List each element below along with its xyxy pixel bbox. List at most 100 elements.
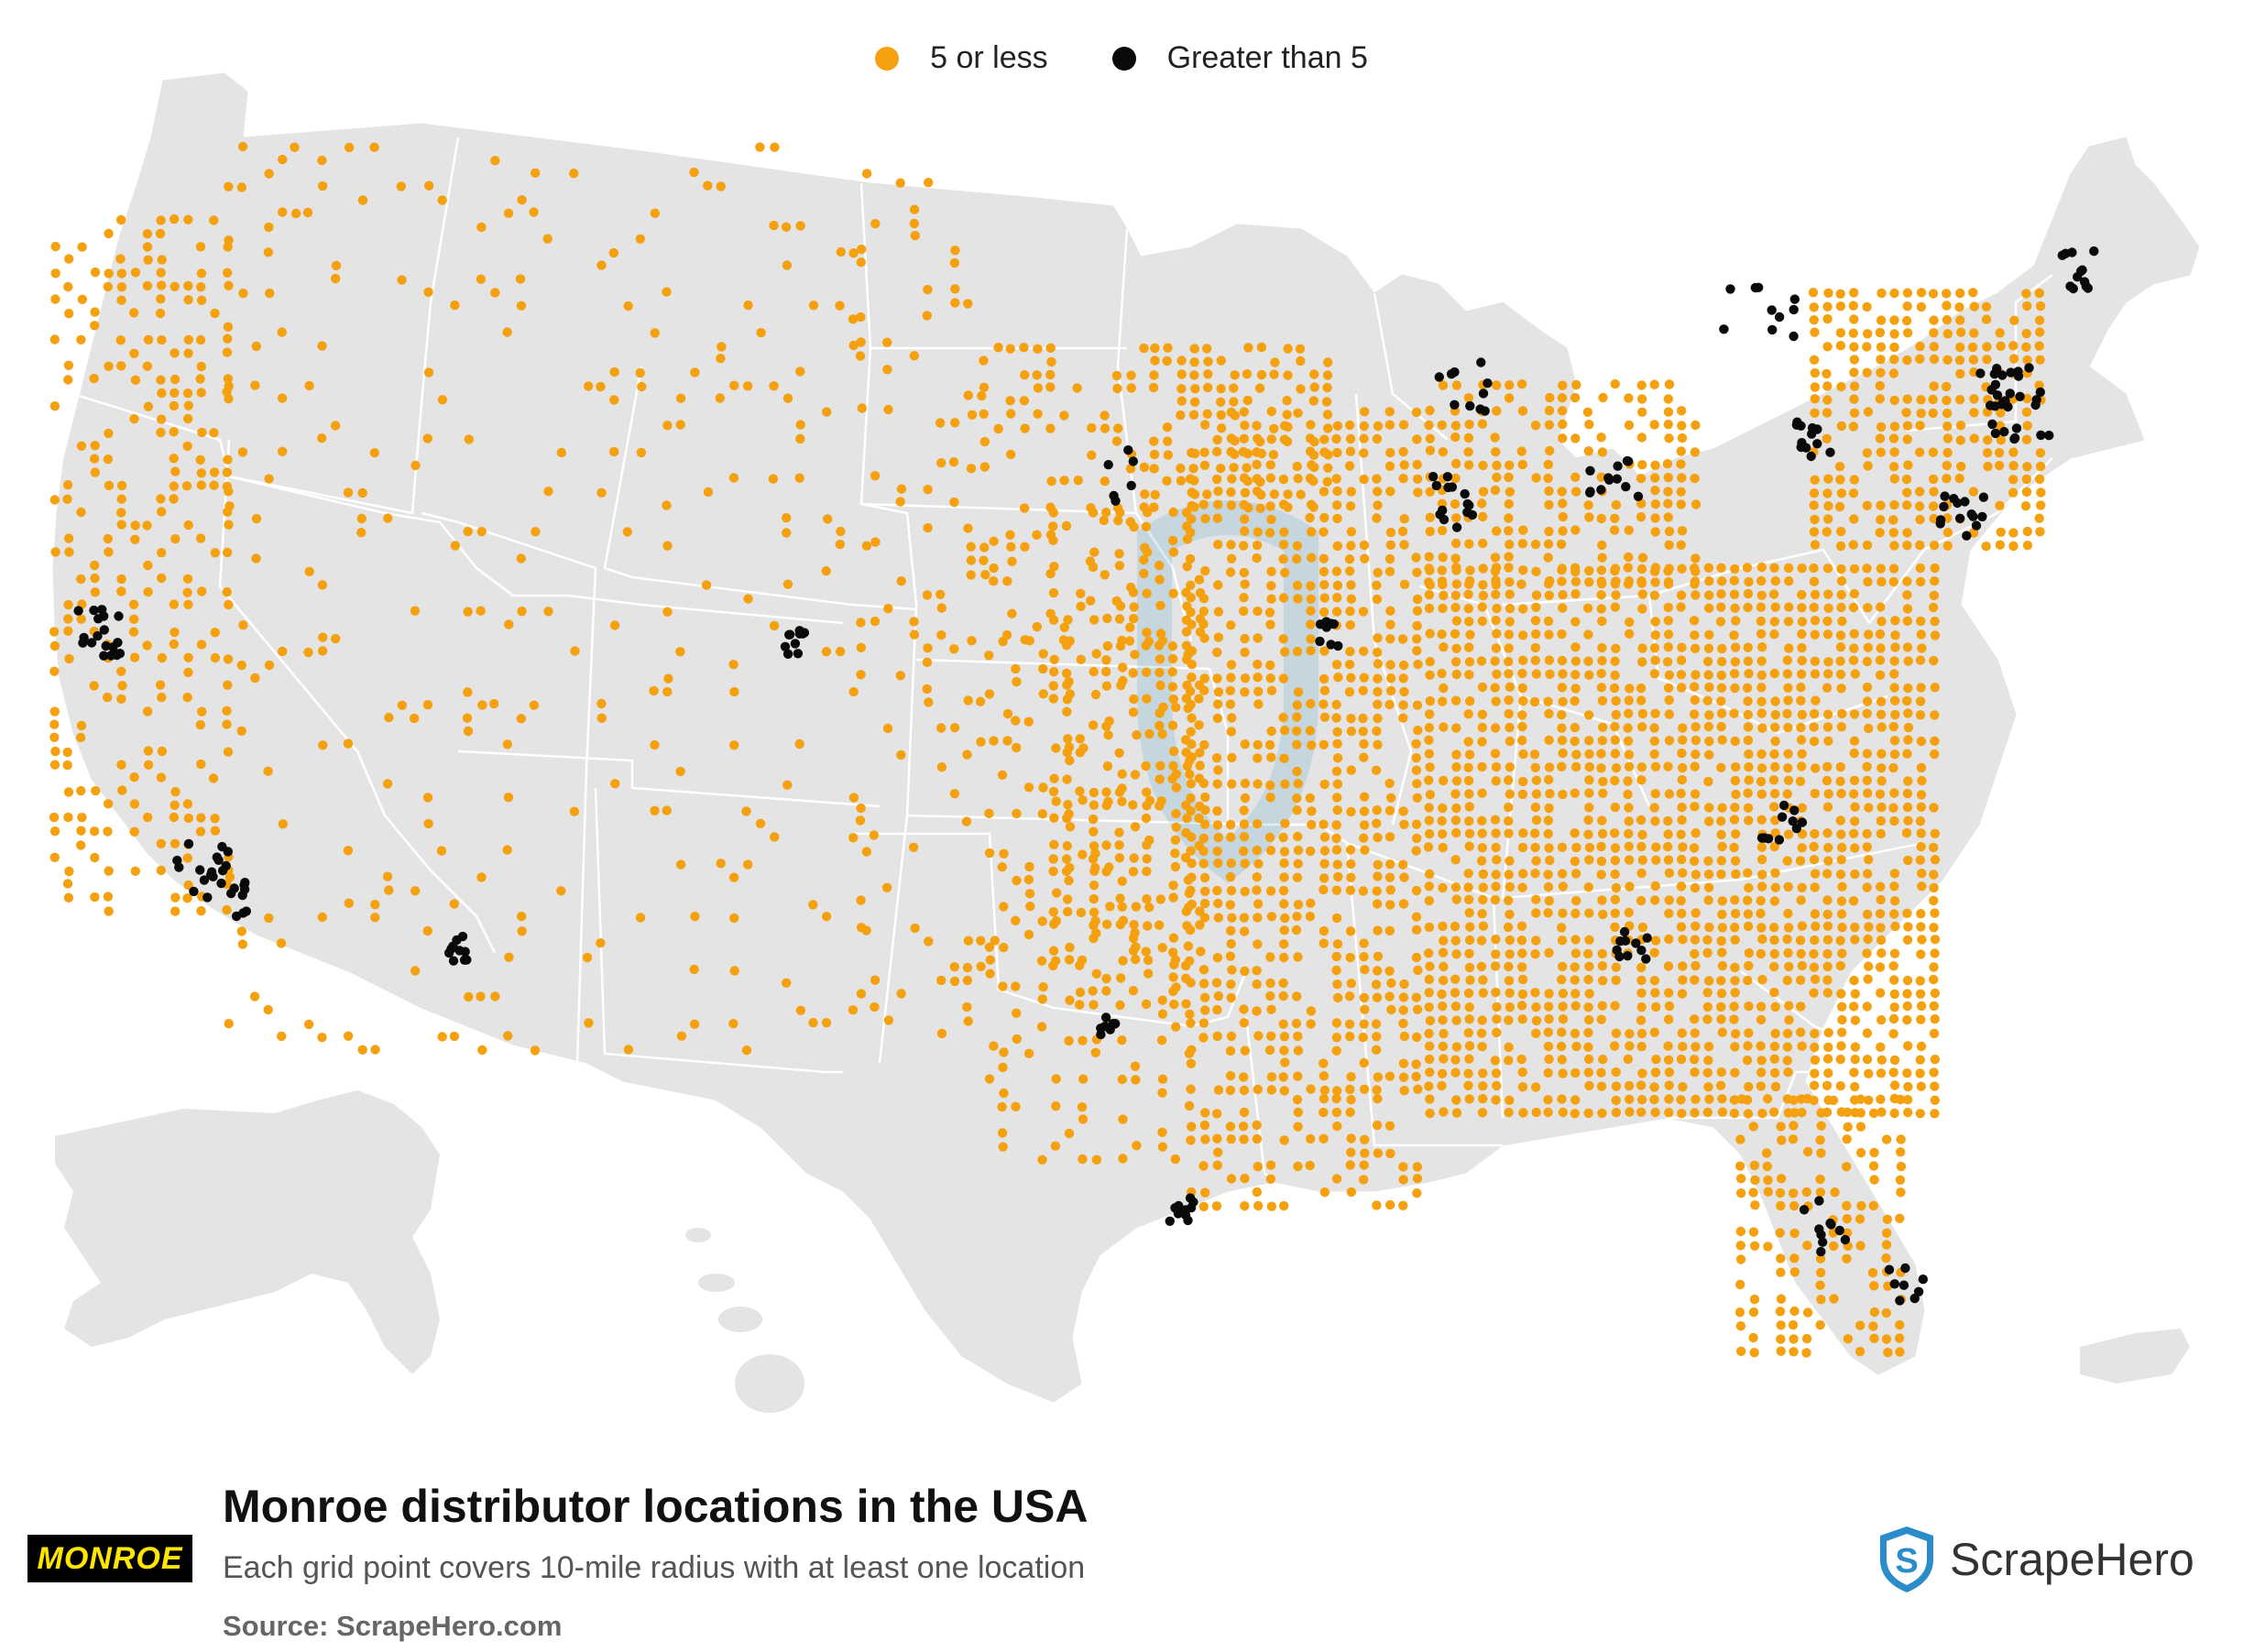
location-dot	[977, 390, 987, 401]
location-dot	[1597, 1001, 1608, 1011]
location-dot	[1293, 859, 1303, 869]
location-dot	[1744, 948, 1755, 958]
location-dot	[1088, 814, 1099, 825]
location-dot	[1321, 397, 1332, 407]
location-dot	[1545, 392, 1555, 403]
location-dot	[1256, 448, 1267, 459]
location-dot	[1318, 1071, 1329, 1081]
location-dot	[317, 155, 327, 166]
location-dot	[1129, 602, 1139, 612]
location-dot	[1796, 1001, 1806, 1012]
location-dot	[835, 301, 845, 311]
location-dot	[1385, 1199, 1395, 1210]
location-dot	[881, 882, 892, 892]
location-dot-dense	[1585, 487, 1595, 497]
location-dot	[1543, 870, 1553, 880]
location-dot	[1782, 856, 1793, 866]
location-dot	[1372, 886, 1382, 896]
location-dot	[1769, 1107, 1779, 1117]
location-dot	[1168, 947, 1178, 957]
location-dot	[1558, 989, 1569, 999]
location-dot	[1114, 614, 1125, 624]
location-dot	[1141, 946, 1152, 957]
location-dot	[62, 480, 73, 490]
location-dot	[1543, 828, 1553, 839]
location-dot	[1292, 541, 1303, 551]
location-dot	[1517, 721, 1527, 732]
location-dot	[2009, 315, 2019, 325]
location-dot	[1929, 1001, 1939, 1012]
location-dot	[1690, 630, 1700, 640]
location-dot	[1743, 868, 1753, 878]
location-dot	[1464, 670, 1474, 680]
location-dot	[1171, 822, 1181, 832]
location-dot	[1278, 540, 1289, 550]
location-dot	[1399, 540, 1409, 550]
location-dot	[1307, 527, 1317, 537]
location-dot	[1664, 1108, 1674, 1118]
location-dot	[1597, 695, 1608, 706]
location-dot	[343, 738, 354, 749]
location-dot	[1702, 656, 1713, 667]
location-dot	[1730, 988, 1740, 998]
location-dot	[1902, 576, 1912, 586]
location-dot	[1756, 948, 1767, 959]
location-dot	[1464, 935, 1475, 946]
location-dot	[1543, 1107, 1553, 1118]
location-dot	[1769, 1041, 1780, 1052]
location-dot	[1504, 961, 1514, 972]
location-dot	[1770, 696, 1780, 706]
location-dot	[182, 893, 192, 903]
location-dot	[1168, 547, 1179, 557]
location-dot	[1185, 1009, 1195, 1020]
location-dot	[1490, 815, 1501, 825]
location-dot	[1823, 789, 1833, 799]
location-dot	[1184, 888, 1195, 899]
location-dot	[1811, 695, 1821, 706]
location-dot	[1477, 682, 1488, 693]
location-dot	[1850, 843, 1860, 853]
location-dot	[1225, 685, 1236, 695]
location-dot	[1184, 1100, 1195, 1111]
location-dot	[1744, 669, 1754, 679]
location-dot	[1424, 828, 1435, 839]
location-dot	[1823, 474, 1833, 484]
location-dot	[1690, 935, 1701, 945]
location-dot	[781, 222, 792, 232]
location-dot	[1113, 423, 1123, 433]
location-dot	[1265, 673, 1275, 684]
location-dot-dense	[2024, 363, 2034, 373]
location-dot-dense	[1173, 1209, 1184, 1219]
location-dot	[1424, 881, 1435, 892]
location-dot	[1881, 1334, 1892, 1344]
location-dot	[1809, 500, 1819, 510]
location-dot	[1518, 565, 1528, 575]
location-dot	[1305, 726, 1316, 736]
location-dot	[1225, 567, 1236, 577]
location-dot	[1194, 773, 1205, 783]
location-dot	[1757, 934, 1767, 945]
location-dot	[1596, 763, 1606, 773]
location-dot	[1557, 735, 1568, 746]
location-dot	[1048, 854, 1058, 864]
location-dot	[1570, 576, 1581, 586]
location-dot	[1543, 1041, 1554, 1052]
location-dot	[1690, 1108, 1700, 1118]
location-dot	[1703, 563, 1714, 573]
location-dot	[1450, 629, 1461, 639]
location-dot	[1902, 394, 1912, 404]
location-dot	[1769, 722, 1780, 732]
location-dot	[222, 719, 232, 729]
location-dot	[1306, 1006, 1317, 1016]
location-dot	[1504, 895, 1514, 905]
location-dot	[1570, 935, 1581, 945]
location-dot	[1664, 789, 1675, 799]
location-dot-dense	[1633, 491, 1644, 501]
location-dot	[1001, 629, 1012, 640]
location-dot	[183, 599, 193, 609]
location-dot	[1835, 328, 1846, 338]
location-dot	[1517, 789, 1528, 800]
border-line	[1868, 457, 2053, 624]
location-dot	[1716, 762, 1726, 772]
location-dot	[1624, 761, 1635, 771]
